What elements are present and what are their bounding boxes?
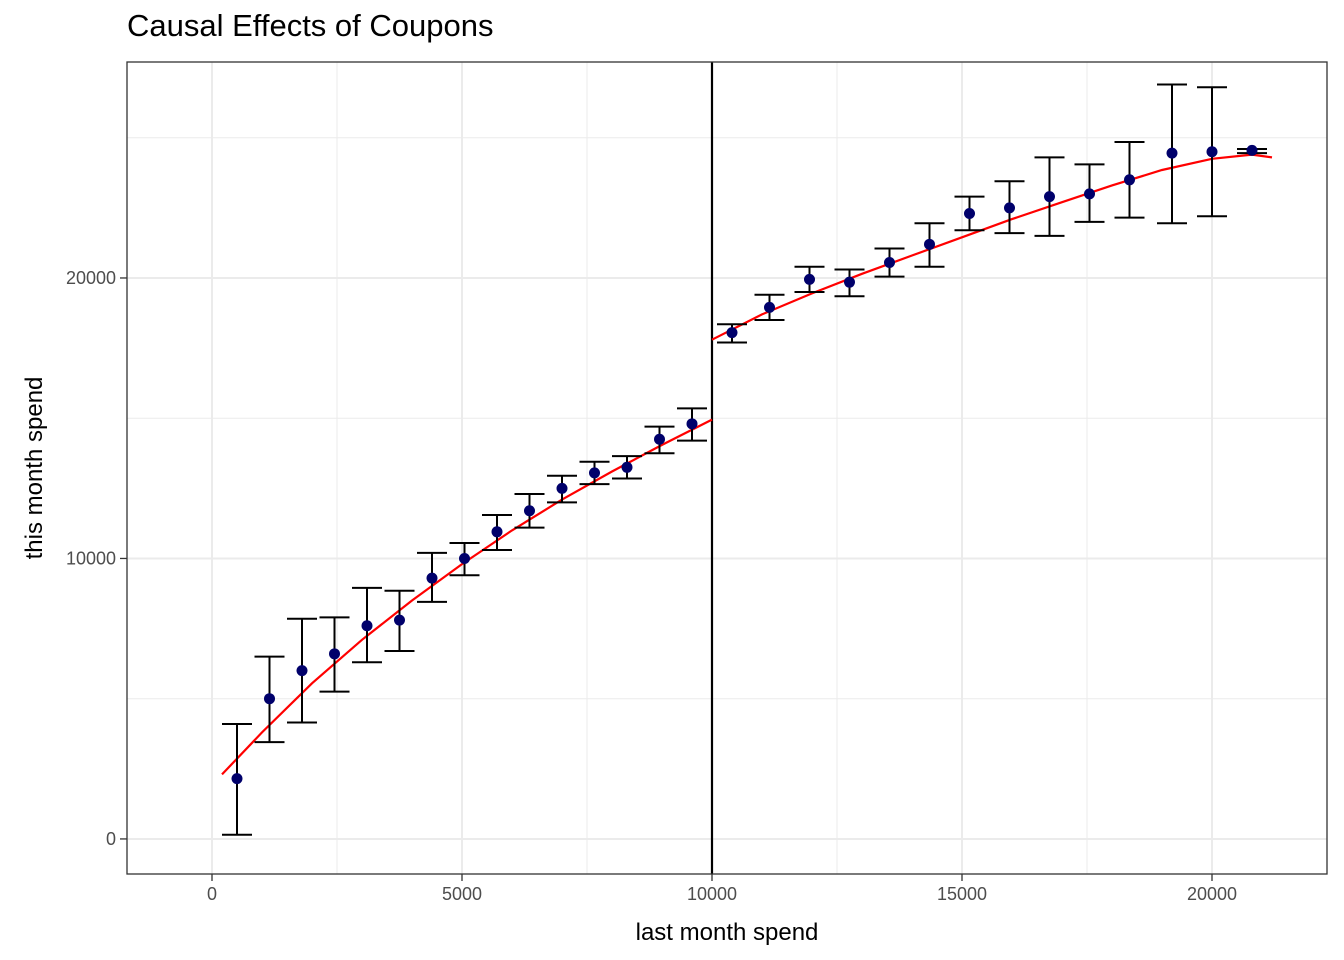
data-point	[621, 461, 633, 473]
data-point	[726, 327, 738, 339]
data-point	[654, 433, 665, 445]
data-point	[589, 467, 600, 479]
data-point	[1124, 174, 1135, 186]
data-point	[296, 665, 308, 677]
x-tick-label: 10000	[687, 884, 737, 904]
data-point	[491, 526, 503, 538]
plot-border	[126, 61, 1328, 875]
data-point	[1246, 144, 1258, 156]
data-point	[361, 620, 373, 632]
data-point	[764, 301, 775, 313]
chart-title: Causal Effects of Coupons	[127, 8, 494, 43]
axis-layer: 0 5000 10000 15000 20000 0 10000 20000	[66, 268, 1237, 904]
data-point	[964, 207, 975, 219]
data-point	[844, 276, 855, 288]
plot-background	[127, 62, 1327, 874]
data-point	[1166, 147, 1178, 159]
x-axis-title: last month spend	[636, 919, 819, 946]
data-point	[804, 273, 815, 285]
point-layer	[231, 144, 1258, 785]
data-point	[459, 552, 470, 564]
data-point	[686, 418, 698, 430]
data-point	[1206, 146, 1218, 158]
data-point	[264, 693, 275, 705]
x-tick-label: 15000	[937, 884, 987, 904]
x-tick-label: 20000	[1187, 884, 1237, 904]
data-point	[524, 505, 535, 517]
data-point	[329, 648, 340, 660]
data-point	[1084, 188, 1095, 200]
x-tick-label: 0	[207, 884, 217, 904]
data-point	[884, 257, 895, 269]
data-point	[556, 482, 568, 494]
data-point	[1004, 202, 1015, 214]
data-point	[394, 614, 405, 626]
x-tick-label: 5000	[442, 884, 482, 904]
data-point	[1044, 191, 1055, 203]
data-point	[231, 773, 243, 785]
y-tick-label: 10000	[66, 548, 116, 568]
data-point	[426, 572, 438, 584]
y-axis-title: this month spend	[21, 377, 48, 560]
y-tick-label: 0	[106, 829, 116, 849]
y-tick-label: 20000	[66, 268, 116, 288]
data-point	[924, 238, 935, 250]
